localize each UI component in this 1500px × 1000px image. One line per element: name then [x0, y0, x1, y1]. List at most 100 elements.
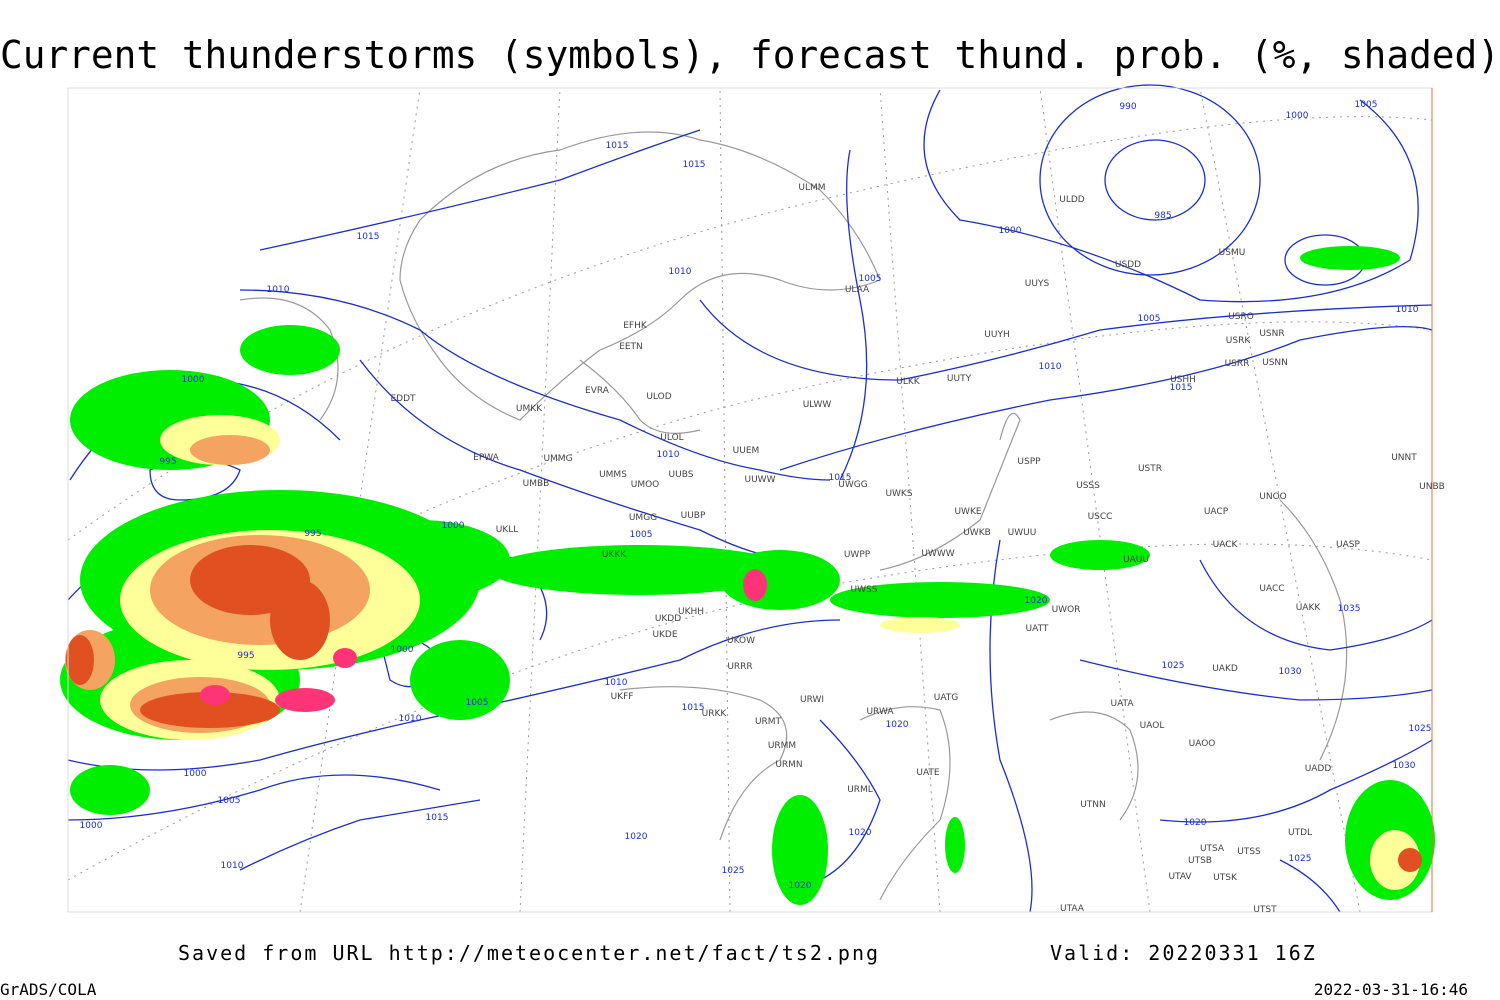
- station-label: USRO: [1228, 312, 1254, 322]
- station-label: UUBP: [681, 511, 706, 521]
- station-label: UACC: [1259, 584, 1284, 594]
- isobar-label: 1020: [625, 832, 648, 842]
- isobar-label: 1005: [1138, 314, 1161, 324]
- isobar-label: 1005: [859, 274, 882, 284]
- probability-shading: [60, 246, 1435, 905]
- station-label: USNR: [1259, 329, 1284, 339]
- isobar-label: 1020: [1025, 596, 1048, 606]
- isobar-label: 1010: [1039, 362, 1062, 372]
- isobar-label: 1005: [466, 698, 489, 708]
- isobar-label: 1030: [1393, 761, 1416, 771]
- station-label: UMBB: [523, 479, 550, 489]
- station-label: UUBS: [669, 470, 694, 480]
- station-label: UTST: [1253, 905, 1277, 915]
- station-label: UUWW: [745, 475, 776, 485]
- station-label: UTSS: [1237, 847, 1261, 857]
- timestamp: 2022-03-31-16:46: [1314, 980, 1468, 999]
- isobar-label: 1010: [1396, 305, 1419, 315]
- isobar-label: 1010: [399, 714, 422, 724]
- station-label: UKDE: [652, 630, 677, 640]
- isobar-label: 1025: [1162, 661, 1185, 671]
- isobar-label: 1025: [722, 866, 745, 876]
- station-label: UWSS: [851, 585, 878, 595]
- isobar-label: 1030: [1279, 667, 1302, 677]
- station-label: URKK: [702, 709, 728, 719]
- plot-area: 1015 1015 1015 1010 1010 1005 990 985 1000 1000 10…: [60, 84, 1445, 915]
- isobar-label: 1015: [1170, 383, 1193, 393]
- isobar-label: 1015: [829, 473, 852, 483]
- station-label: USTR: [1138, 464, 1162, 474]
- isobar-label: 1000: [80, 821, 103, 831]
- station-label: UNOO: [1259, 492, 1287, 502]
- station-label: UTSB: [1188, 856, 1212, 866]
- station-label: UWOR: [1052, 605, 1081, 615]
- isobar-label: 990: [1119, 102, 1136, 112]
- isobar-label: 1005: [218, 796, 241, 806]
- station-label: EFHK: [623, 321, 648, 331]
- isobar-label: 1015: [357, 232, 380, 242]
- station-label: UWUU: [1008, 528, 1037, 538]
- station-label: ULAA: [845, 285, 870, 295]
- station-label: URMT: [755, 717, 782, 727]
- station-label: ULKK: [896, 377, 921, 387]
- station-label: UWKB: [963, 528, 991, 538]
- station-label: URRR: [727, 662, 752, 672]
- station-label: UAKK: [1296, 603, 1322, 613]
- isobar-label: 1010: [221, 861, 244, 871]
- station-label: UACP: [1204, 507, 1229, 517]
- isobar-label: 1020: [789, 881, 812, 891]
- station-label: UMGG: [629, 513, 657, 523]
- isobar-label: 1015: [426, 813, 449, 823]
- station-label: UADD: [1305, 764, 1332, 774]
- isobar-label: 1000: [182, 375, 205, 385]
- station-label: USPP: [1017, 457, 1041, 467]
- coastlines: [239, 131, 1348, 901]
- station-label: UKKK: [602, 550, 627, 560]
- station-label: UUYS: [1025, 279, 1050, 289]
- title: Current thunderstorms (symbols), forecas…: [0, 33, 1500, 77]
- station-label: UATT: [1026, 624, 1049, 634]
- station-label: UMKK: [516, 404, 543, 414]
- station-label: USCC: [1088, 512, 1113, 522]
- station-label: USHH: [1170, 375, 1196, 385]
- station-label: UUYH: [984, 330, 1009, 340]
- station-label: ULOL: [660, 433, 683, 443]
- station-label: ULWW: [803, 400, 832, 410]
- station-label: UTSA: [1200, 844, 1225, 854]
- station-label: ULDD: [1059, 195, 1085, 205]
- isobar-label: 985: [1154, 211, 1171, 221]
- station-label: UKFF: [611, 692, 634, 702]
- station-label: UATG: [934, 693, 959, 703]
- isobar-label: 995: [304, 529, 321, 539]
- isobar-label: 1000: [1286, 111, 1309, 121]
- station-label: UWWW: [921, 549, 954, 559]
- isobar-label: 1000: [442, 521, 465, 531]
- isobar-label: 1020: [886, 720, 909, 730]
- station-label: UUEM: [733, 446, 760, 456]
- station-label: UUTY: [947, 374, 972, 384]
- station-label: UMMG: [543, 454, 572, 464]
- station-label: UAUU: [1123, 555, 1149, 565]
- station-label: UMOO: [631, 480, 660, 490]
- station-label: UWGG: [838, 480, 867, 490]
- software-credit: GrADS/COLA: [0, 980, 97, 999]
- isobar-label: 995: [237, 651, 254, 661]
- station-label: ULMM: [798, 183, 825, 193]
- isobar-label: 1020: [1184, 818, 1207, 828]
- station-label: UMMS: [599, 470, 627, 480]
- station-label: UKHH: [678, 607, 704, 617]
- station-label: UNNT: [1391, 453, 1417, 463]
- station-label: UKDD: [655, 614, 681, 624]
- isobar-label: 1015: [606, 141, 629, 151]
- isobar-label: 1005: [630, 530, 653, 540]
- station-label: USSS: [1076, 481, 1100, 491]
- isobar-label: 1035: [1338, 604, 1361, 614]
- station-label: URMM: [768, 741, 796, 751]
- isobar-label: 1025: [1409, 724, 1432, 734]
- station-label: USRR: [1225, 359, 1250, 369]
- station-label: UAKD: [1212, 664, 1238, 674]
- station-label: UWKS: [885, 489, 912, 499]
- station-label: EPWA: [473, 453, 500, 463]
- station-label: USNN: [1262, 358, 1288, 368]
